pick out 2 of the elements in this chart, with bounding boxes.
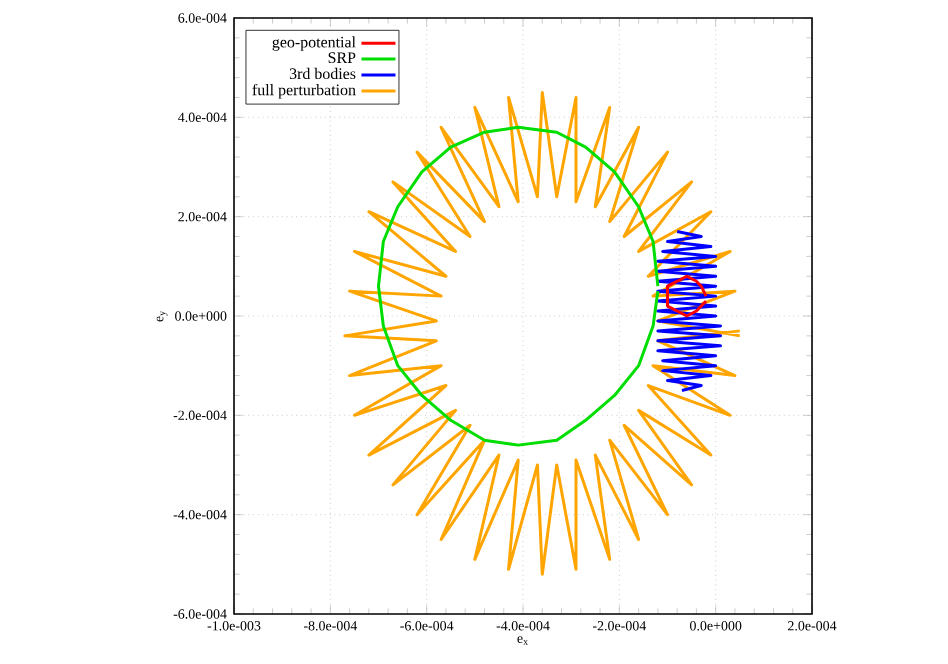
line-series xyxy=(377,125,660,447)
line-series xyxy=(656,230,722,392)
